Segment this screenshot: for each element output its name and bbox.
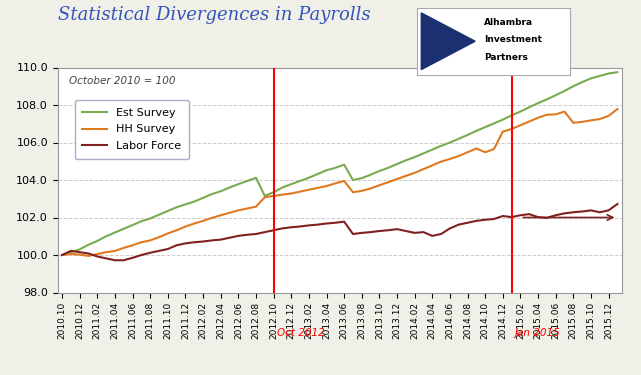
- Text: Statistical Divergences in Payrolls: Statistical Divergences in Payrolls: [58, 6, 370, 24]
- Text: October 2010 = 100: October 2010 = 100: [69, 76, 176, 87]
- Text: Oct 2012: Oct 2012: [277, 328, 325, 339]
- Text: Partners: Partners: [485, 53, 528, 62]
- Text: Jan 2015: Jan 2015: [515, 328, 561, 339]
- Polygon shape: [421, 13, 475, 70]
- Text: Alhambra: Alhambra: [485, 18, 533, 27]
- Text: Investment: Investment: [485, 35, 542, 44]
- Legend: Est Survey, HH Survey, Labor Force: Est Survey, HH Survey, Labor Force: [74, 100, 188, 159]
